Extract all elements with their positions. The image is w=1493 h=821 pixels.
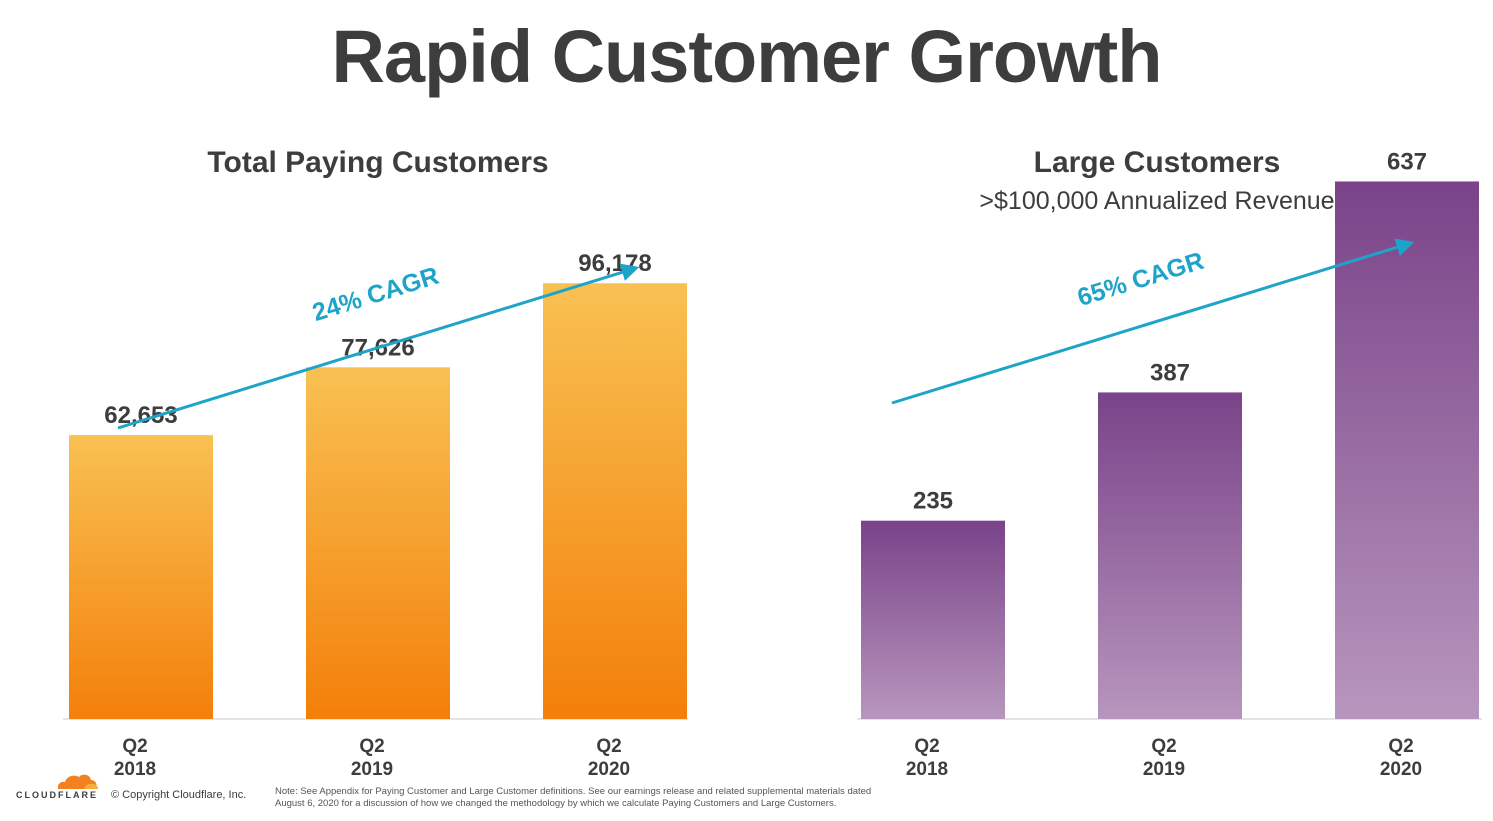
x-tick-quarter: Q2: [1388, 736, 1413, 757]
data-label: 62,653: [104, 402, 177, 429]
data-label: 387: [1150, 359, 1190, 386]
copyright-text: © Copyright Cloudflare, Inc.: [111, 789, 247, 801]
x-tick-year: 2020: [1380, 759, 1422, 780]
bar-q2-2019: [1098, 392, 1242, 719]
x-tick-year: 2020: [588, 759, 630, 780]
chart-title-large-customers: Large Customers: [1033, 146, 1281, 179]
x-tick-quarter: Q2: [1151, 736, 1176, 757]
footnote-line-1: Note: See Appendix for Paying Customer a…: [275, 786, 872, 797]
bar-q2-2020: [1335, 181, 1479, 719]
x-tick-quarter: Q2: [596, 736, 621, 757]
bar-q2-2019: [306, 367, 450, 719]
cloud-icon: [57, 774, 98, 789]
x-tick-year: 2019: [351, 759, 393, 780]
data-label: 235: [913, 488, 953, 515]
x-tick-year: 2018: [114, 759, 156, 780]
footnote-line-2: August 6, 2020 for a discussion of how w…: [275, 798, 837, 809]
cloudflare-logo: CLOUDFLARE: [14, 770, 104, 810]
x-tick-quarter: Q2: [122, 736, 147, 757]
data-label: 637: [1387, 148, 1427, 175]
cagr-annotation: 65% CAGR: [1074, 247, 1207, 312]
data-label: 96,178: [578, 250, 651, 277]
footnote: Note: See Appendix for Paying Customer a…: [275, 786, 995, 810]
bar-q2-2020: [543, 283, 687, 719]
x-tick-year: 2018: [906, 759, 948, 780]
cagr-arrow: [117, 263, 640, 430]
chart-subtitle-large-customers: >$100,000 Annualized Revenue: [979, 187, 1335, 215]
bar-q2-2018: [861, 520, 1005, 719]
x-tick-quarter: Q2: [359, 736, 384, 757]
bar-q2-2018: [69, 435, 213, 719]
x-tick-quarter: Q2: [914, 736, 939, 757]
cagr-annotation: 24% CAGR: [309, 262, 442, 327]
brand-name: CLOUDFLARE: [16, 790, 98, 800]
cagr-arrow: [891, 238, 1415, 405]
chart-title-total-paying: Total Paying Customers: [207, 146, 549, 179]
x-tick-year: 2019: [1143, 759, 1185, 780]
page-title: Rapid Customer Growth: [331, 15, 1162, 98]
